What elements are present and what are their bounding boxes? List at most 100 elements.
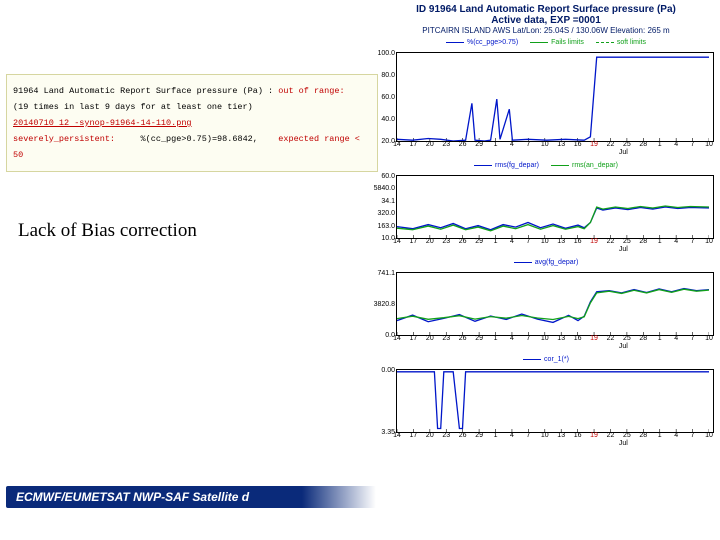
x-tick-label: 26 [457,335,469,342]
x-tick-label: 23 [440,432,452,439]
x-tick-label: 10 [703,238,715,245]
x-tick-label: 16 [572,335,584,342]
x-tick-label: 10 [703,335,715,342]
series-line [397,207,709,230]
hdr-line3: PITCAIRN ISLAND AWS Lat/Lon: 25.04S / 13… [372,26,720,35]
chart1: 100.080.060.040.020.01417202326291471013… [396,52,714,142]
x-tick-label: 28 [637,432,649,439]
report-line1a: 91964 Land Automatic Report Surface pres… [13,86,278,96]
y-tick-label: 741.1 [371,270,397,277]
plot-svg [397,273,709,335]
y-tick-label: 40.0 [371,116,397,123]
x-tick-label: 20 [424,335,436,342]
legend-item: rms(fg_depar) [474,162,539,169]
legend-item: %(cc_pge>0.75) [446,39,518,46]
x-tick-label: 4 [506,141,518,148]
y-tick-label: 3820.8 [371,301,397,308]
x-tick-label: 19 [588,141,600,148]
legend-swatch [523,359,541,360]
x-tick-label: 20 [424,238,436,245]
x-tick-label: 14 [391,432,403,439]
x-tick-label: 13 [555,335,567,342]
series-line [397,57,709,141]
plot-svg [397,53,709,141]
legend-swatch [551,165,569,166]
x-tick-label: 1 [490,141,502,148]
x-tick-label: 16 [572,238,584,245]
legend-label: avg(fg_depar) [535,259,579,266]
chart4: 0.003.3514172023262914710131619222528147… [396,369,714,433]
x-tick-label: 7 [522,141,534,148]
x-month-label: Jul [619,149,628,156]
plot-svg [397,370,709,432]
report-line3: 20140710 12 -synop-91964-14-110.png [13,115,371,131]
x-tick-label: 22 [604,335,616,342]
x-tick-label: 4 [670,432,682,439]
x-tick-label: 16 [572,141,584,148]
x-tick-label: 7 [522,238,534,245]
x-tick-label: 7 [687,141,699,148]
x-tick-label: 1 [490,335,502,342]
charts-host: %(cc_pge>0.75)Fails limitssoft limits100… [372,37,720,451]
x-tick-label: 20 [424,432,436,439]
x-tick-label: 22 [604,432,616,439]
x-tick-label: 10 [539,141,551,148]
legend-swatch [474,165,492,166]
x-tick-label: 14 [391,141,403,148]
x-tick-label: 25 [621,335,633,342]
x-tick-label: 17 [407,335,419,342]
chart2: 60.05840.034.1320.0163.010.0141720232629… [396,175,714,239]
x-tick-label: 25 [621,141,633,148]
x-tick-label: 19 [588,238,600,245]
x-tick-label: 4 [506,238,518,245]
legend-chart1: %(cc_pge>0.75) Fails limits soft limits [372,37,720,48]
caption: Lack of Bias correction [18,220,197,242]
series-line [397,289,709,319]
legend-item: avg(fg_depar) [514,259,579,266]
x-tick-label: 23 [440,238,452,245]
charts-panel: ID 91964 Land Automatic Report Surface p… [372,0,720,540]
x-tick-label: 26 [457,238,469,245]
x-tick-label: 4 [506,432,518,439]
x-tick-label: 14 [391,238,403,245]
y-tick-label: 5840.0 [371,185,397,192]
hdr-line2: Active data, EXP =0001 [372,15,720,26]
y-tick-label: 100.0 [371,50,397,57]
y-tick-label: 60.0 [371,173,397,180]
x-tick-label: 1 [490,238,502,245]
report-line4a: severely_persistent: [13,134,115,144]
x-tick-label: 10 [703,432,715,439]
x-tick-label: 19 [588,335,600,342]
x-tick-label: 4 [670,141,682,148]
x-tick-label: 28 [637,141,649,148]
x-tick-label: 23 [440,141,452,148]
x-tick-label: 25 [621,432,633,439]
legend-label: rms(fg_depar) [495,162,539,169]
y-tick-label: 0.00 [371,367,397,374]
legend-label: Fails limits [551,39,584,46]
x-tick-label: 1 [654,141,666,148]
report-line4b: %(cc_pge>0.75)=98.6842, [141,134,258,144]
report-line1: 91964 Land Automatic Report Surface pres… [13,83,371,99]
y-tick-label: 320.0 [371,210,397,217]
series-line [397,372,709,429]
legend-label: %(cc_pge>0.75) [467,39,518,46]
x-tick-label: 7 [687,432,699,439]
x-tick-label: 10 [539,238,551,245]
x-month-label: Jul [619,440,628,447]
x-tick-label: 4 [670,238,682,245]
x-tick-label: 4 [506,335,518,342]
x-tick-label: 1 [490,432,502,439]
legend-swatch [446,42,464,43]
x-tick-label: 16 [572,432,584,439]
x-tick-label: 14 [391,335,403,342]
x-tick-label: 29 [473,141,485,148]
x-month-label: Jul [619,343,628,350]
x-tick-label: 28 [637,238,649,245]
legend-item: rms(an_depar) [551,162,618,169]
x-tick-label: 29 [473,238,485,245]
legend-swatch [596,42,614,43]
legend-label: soft limits [617,39,646,46]
x-tick-label: 13 [555,238,567,245]
x-tick-label: 7 [687,335,699,342]
